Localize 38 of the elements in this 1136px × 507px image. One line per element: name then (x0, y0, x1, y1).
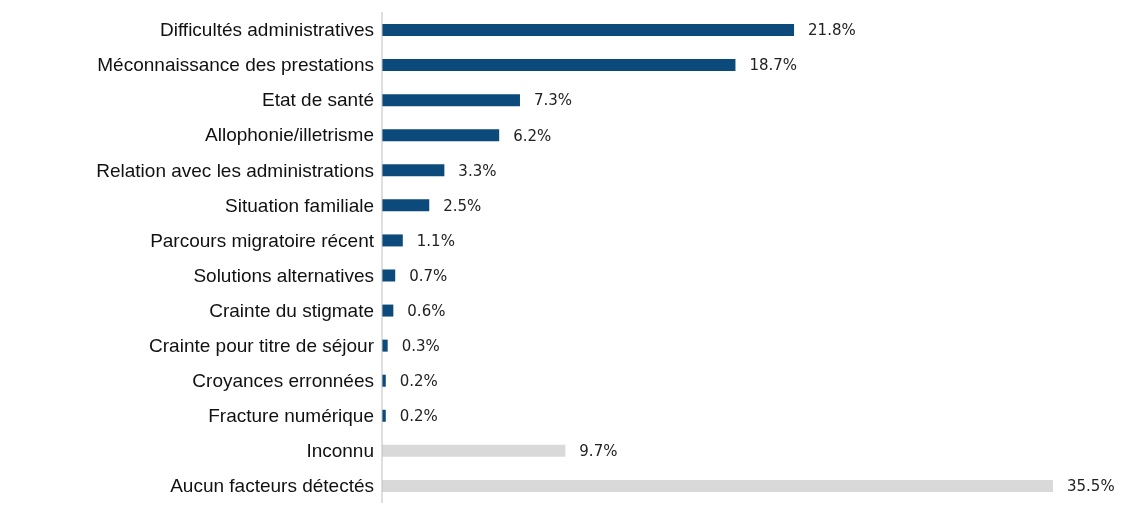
data-label: 6.2% (513, 126, 552, 145)
y-tick-label: Solutions alternatives (193, 264, 374, 286)
bar (382, 199, 430, 212)
data-label: 0.3% (401, 336, 440, 355)
bar (382, 59, 736, 72)
data-label: 2.5% (443, 196, 482, 215)
bar (382, 129, 500, 142)
data-label: 0.6% (407, 301, 446, 320)
data-label: 9.7% (579, 442, 618, 461)
y-tick-label: Méconnaissance des prestations (97, 54, 374, 76)
bar (382, 479, 1053, 492)
y-tick-label: Relation avec les administrations (96, 159, 374, 181)
data-label: 21.8% (808, 21, 856, 40)
y-tick-label: Difficultés administratives (159, 19, 374, 41)
data-label: 0.7% (409, 266, 448, 285)
data-label: 0.2% (399, 372, 438, 391)
bar (382, 269, 396, 282)
y-tick-label: Aucun facteurs détectés (170, 475, 374, 497)
y-tick-label: Crainte pour titre de séjour (149, 334, 375, 356)
data-label: 18.7% (749, 56, 798, 75)
data-label: 35.5% (1067, 477, 1115, 496)
data-label: 1.1% (416, 231, 455, 250)
y-tick-label: Situation familiale (225, 194, 374, 216)
bar (382, 94, 520, 107)
y-tick-label: Parcours migratoire récent (150, 229, 375, 251)
data-label: 0.2% (399, 407, 438, 426)
data-label: 3.3% (458, 161, 497, 180)
data-label: 7.3% (533, 91, 573, 110)
bar (382, 444, 566, 457)
bar (382, 234, 403, 247)
y-tick-label: Inconnu (306, 440, 374, 462)
y-tick-label: Allophonie/illetrisme (205, 124, 374, 146)
y-tick-label: Crainte du stigmate (209, 299, 374, 321)
bar (382, 24, 795, 36)
y-tick-label: Fracture numérique (208, 405, 374, 427)
y-tick-label: Croyances erronnées (192, 369, 374, 391)
bar (382, 164, 445, 177)
y-tick-label: Etat de santé (262, 89, 374, 111)
